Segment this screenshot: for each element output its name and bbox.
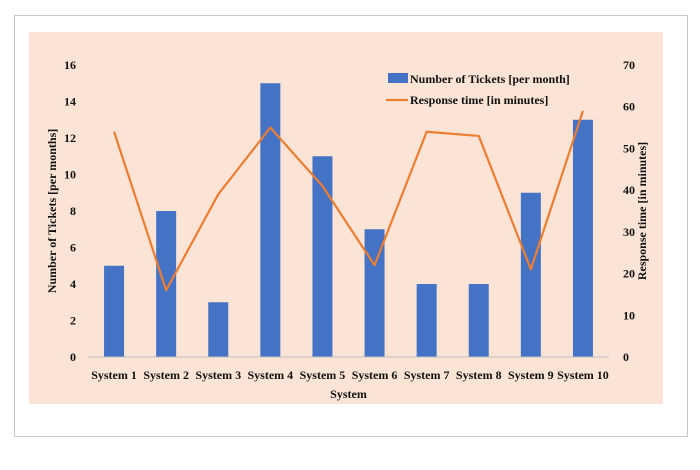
bar [468,284,489,357]
x-tick-label: System 8 [456,368,502,382]
legend-bar-label: Number of Tickets [per month] [410,72,570,86]
bar [364,229,385,357]
x-tick-label: System 3 [195,368,241,382]
x-tick-label: System 4 [248,368,294,382]
x-tick-label: System 9 [508,368,554,382]
left-axis-ticks: 0 2 4 6 8 10 12 14 16 [64,58,76,364]
x-axis-title: System [330,387,367,401]
x-tick-label: System 10 [557,368,609,382]
legend: Number of Tickets [per month] Response t… [386,72,570,107]
legend-bar-swatch [388,73,408,83]
x-tick-label: System 1 [91,368,137,382]
x-tick-label: System 5 [300,368,346,382]
bar [572,119,593,357]
y2-axis-title: Response time [in minutes] [635,142,649,280]
bar [104,265,125,357]
bar [520,192,541,357]
bar [416,284,437,357]
legend-line-label: Response time [in minutes] [410,93,548,107]
y-tick-label: 16 [64,58,76,72]
y2-tick-label: 50 [623,141,635,155]
y-tick-label: 4 [70,277,76,291]
bar-series [104,83,593,357]
right-axis-ticks: 0 10 20 30 40 50 60 70 [623,58,635,364]
y2-tick-label: 40 [623,183,635,197]
bar [260,83,281,357]
y-tick-label: 10 [64,168,76,182]
x-tick-label: System 6 [352,368,398,382]
y-tick-label: 14 [64,95,76,109]
plot-background [29,32,663,404]
y-tick-label: 2 [70,314,76,328]
y-axis-title: Number of Tickets [per months] [45,129,59,293]
x-tick-label: System 7 [404,368,450,382]
x-tick-label: System 2 [143,368,189,382]
y-tick-label: 12 [64,131,76,145]
y2-tick-label: 30 [623,225,635,239]
y2-tick-label: 70 [623,58,635,72]
bar [156,211,177,357]
bar [208,302,229,357]
bar [312,156,333,357]
y2-tick-label: 20 [623,267,635,281]
y-tick-label: 6 [70,241,76,255]
x-axis-ticks: System 1 System 2 System 3 System 4 System 5… [91,368,609,382]
y2-tick-label: 0 [623,350,629,364]
y-tick-label: 0 [70,350,76,364]
y2-tick-label: 10 [623,308,635,322]
y-tick-label: 8 [70,204,76,218]
y2-tick-label: 60 [623,100,635,114]
response-time-line [113,110,584,292]
